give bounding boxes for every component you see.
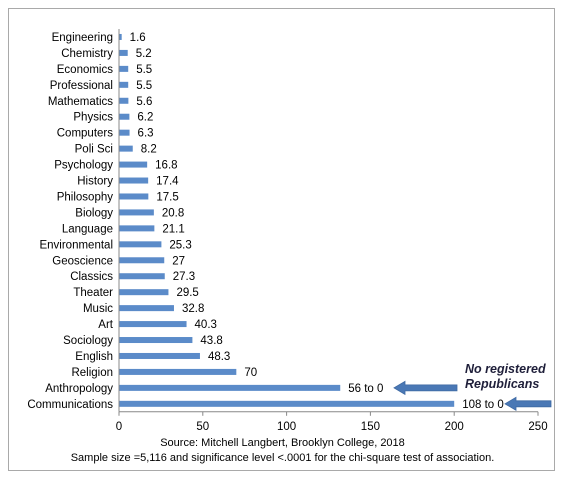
x-tick-label-0: 0 [116, 421, 122, 433]
chart-frame [8, 8, 555, 471]
x-tick-label-100: 100 [277, 421, 296, 433]
value-label-physics: 6.2 [137, 112, 153, 124]
bar-chemistry [119, 49, 128, 56]
bar-language [119, 225, 155, 232]
value-label-sociology: 43.8 [200, 335, 222, 347]
value-label-history: 17.4 [156, 176, 179, 188]
x-tick-label-50: 50 [196, 421, 209, 433]
value-label-english: 48.3 [208, 351, 230, 363]
category-label-religion: Religion [71, 367, 113, 379]
value-label-classics: 27.3 [173, 271, 195, 283]
category-label-anthropology: Anthropology [45, 383, 113, 395]
source-note: Source: Mitchell Langbert, Brooklyn Coll… [160, 437, 405, 449]
bar-environmental [119, 241, 162, 248]
category-label-computers: Computers [57, 128, 113, 140]
bar-communications [119, 400, 455, 407]
value-label-biology: 20.8 [162, 207, 184, 219]
bar-economics [119, 65, 129, 72]
category-label-poli-sci: Poli Sci [75, 144, 113, 156]
annotation-no-registered-republicans: No registered Republicans [465, 362, 546, 392]
category-label-art: Art [98, 319, 114, 331]
bar-sociology [119, 337, 193, 344]
value-label-art: 40.3 [195, 319, 217, 331]
bar-anthropology [119, 384, 341, 391]
category-label-sociology: Sociology [63, 335, 113, 347]
bar-classics [119, 273, 165, 280]
category-label-language: Language [62, 223, 113, 235]
x-tick-label-150: 150 [361, 421, 380, 433]
value-label-mathematics: 5.6 [136, 96, 152, 108]
category-label-economics: Economics [57, 64, 113, 76]
bar-psychology [119, 161, 148, 168]
value-label-music: 32.8 [182, 303, 204, 315]
arrow-left-icon [504, 396, 552, 412]
value-label-psychology: 16.8 [155, 160, 177, 172]
category-label-english: English [75, 351, 113, 363]
category-label-mathematics: Mathematics [48, 96, 113, 108]
category-label-communications: Communications [27, 399, 113, 411]
value-label-anthropology: 56 to 0 [348, 383, 383, 395]
value-label-theater: 29.5 [176, 287, 198, 299]
bar-english [119, 352, 200, 359]
annotation-line-1: No registered [465, 362, 546, 376]
category-label-environmental: Environmental [39, 239, 113, 251]
value-label-poli-sci: 8.2 [141, 144, 157, 156]
bar-philosophy [119, 193, 149, 200]
bar-engineering [119, 33, 122, 40]
bar-art [119, 321, 187, 328]
category-label-physics: Physics [73, 112, 113, 124]
category-label-history: History [77, 176, 113, 188]
value-label-religion: 70 [244, 367, 257, 379]
bar-religion [119, 368, 237, 375]
bar-history [119, 177, 149, 184]
x-tick-label-200: 200 [445, 421, 464, 433]
category-label-classics: Classics [70, 271, 113, 283]
category-label-biology: Biology [75, 207, 113, 219]
annotation-line-2: Republicans [465, 377, 540, 391]
value-label-chemistry: 5.2 [136, 48, 152, 60]
significance-note: Sample size =5,116 and significance leve… [70, 452, 495, 464]
value-label-environmental: 25.3 [169, 239, 191, 251]
bar-poli-sci [119, 145, 133, 152]
value-label-language: 21.1 [162, 223, 184, 235]
value-label-computers: 6.3 [138, 128, 154, 140]
value-label-economics: 5.5 [136, 64, 152, 76]
bar-theater [119, 289, 169, 296]
category-label-psychology: Psychology [54, 160, 113, 172]
value-label-philosophy: 17.5 [156, 191, 178, 203]
arrow-left-icon [393, 380, 458, 396]
category-label-theater: Theater [73, 287, 113, 299]
value-label-geoscience: 27 [172, 255, 185, 267]
category-label-philosophy: Philosophy [57, 191, 114, 203]
value-label-engineering: 1.6 [130, 32, 146, 44]
bar-geoscience [119, 257, 165, 264]
x-tick-label-250: 250 [528, 421, 547, 433]
category-label-music: Music [83, 303, 113, 315]
bar-music [119, 305, 174, 312]
bar-biology [119, 209, 154, 216]
category-label-geoscience: Geoscience [52, 255, 113, 267]
category-label-professional: Professional [50, 80, 113, 92]
category-label-chemistry: Chemistry [61, 48, 113, 60]
bar-computers [119, 129, 130, 136]
value-label-communications: 108 to 0 [462, 399, 504, 411]
bar-mathematics [119, 97, 129, 104]
bar-professional [119, 81, 129, 88]
category-label-engineering: Engineering [52, 32, 113, 44]
value-label-professional: 5.5 [136, 80, 152, 92]
bar-physics [119, 113, 130, 120]
